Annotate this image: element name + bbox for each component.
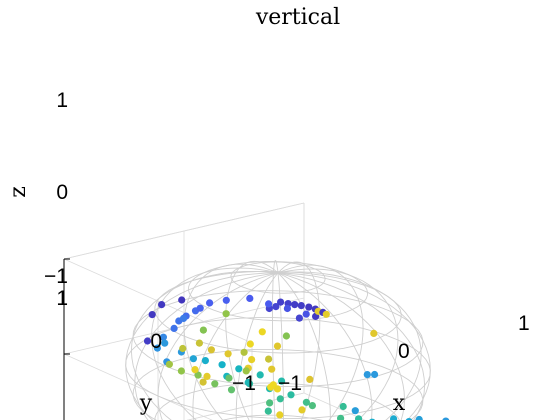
- scatter-point: [197, 305, 204, 312]
- scatter-point: [191, 366, 198, 373]
- scatter-point: [219, 361, 226, 368]
- scatter-point: [352, 407, 359, 414]
- scatter-point: [296, 315, 303, 322]
- scatter-point: [200, 379, 207, 386]
- y-tick-mid: 0: [150, 330, 162, 353]
- scatter-point: [370, 330, 377, 337]
- scatter-point: [277, 299, 284, 306]
- z-axis-label: z: [6, 186, 31, 198]
- scatter-point: [340, 403, 347, 410]
- scatter-point: [208, 346, 215, 353]
- scatter-point: [178, 296, 185, 303]
- scatter-point: [371, 371, 378, 378]
- scatter-point: [303, 311, 310, 318]
- scatter-point: [309, 402, 316, 409]
- scatter-point: [305, 304, 312, 311]
- scatter-point: [416, 416, 423, 420]
- y-axis-label: y: [139, 391, 153, 416]
- scatter-point: [179, 345, 186, 352]
- axes-lines: [64, 259, 492, 420]
- z-tick-top: 1: [56, 89, 68, 112]
- scatter-point: [257, 371, 264, 378]
- x-tick-mid: 0: [398, 340, 410, 363]
- scatter-point: [196, 340, 203, 347]
- scatter-point: [298, 302, 305, 309]
- sphere-meridian: [236, 273, 278, 420]
- x-axis-label: x: [393, 391, 406, 416]
- scatter-point: [265, 300, 272, 307]
- scatter-point: [284, 305, 291, 312]
- scatter-point: [268, 366, 275, 373]
- scatter-point: [306, 376, 313, 383]
- scatter-point: [161, 340, 168, 347]
- scatter-point: [323, 311, 330, 318]
- scatter-point: [248, 356, 255, 363]
- scatter-point: [291, 301, 298, 308]
- scatter-point: [266, 399, 273, 406]
- scatter-point: [223, 297, 230, 304]
- z-tick-mid: 0: [56, 181, 68, 204]
- scatter-point: [206, 299, 213, 306]
- y-tick-bottom: −1: [232, 372, 256, 395]
- scatter-point: [158, 301, 165, 308]
- scatter-point: [223, 310, 230, 317]
- sphere-meridian: [273, 261, 279, 420]
- scatter-point: [265, 408, 272, 415]
- scatter-point: [265, 356, 272, 363]
- z-tick-bottom: −1: [44, 265, 68, 288]
- x-tick-right: 1: [518, 312, 530, 335]
- scatter-point: [178, 367, 185, 374]
- scatter-point: [241, 349, 248, 356]
- scatter-point: [225, 350, 232, 357]
- scatter-point: [247, 340, 254, 347]
- chart-title: vertical: [255, 5, 340, 30]
- scatter-point: [298, 406, 305, 413]
- scatter-point: [202, 357, 209, 364]
- scatter-point: [276, 411, 283, 418]
- scatter-point: [200, 327, 207, 334]
- scatter-point: [171, 325, 178, 332]
- x-tick-left: −1: [278, 372, 302, 395]
- scatter-point: [274, 343, 281, 350]
- y-tick-top: 1: [56, 287, 68, 310]
- scatter-point: [283, 332, 290, 339]
- scatter-point: [190, 355, 197, 362]
- scatter-point: [211, 380, 218, 387]
- scatter-point: [364, 371, 371, 378]
- scatter-point: [149, 311, 156, 318]
- scatter-point: [246, 295, 253, 302]
- scatter-point: [277, 395, 284, 402]
- scatter-point: [180, 315, 187, 322]
- scatter-point: [166, 361, 173, 368]
- scatter-point: [259, 328, 266, 335]
